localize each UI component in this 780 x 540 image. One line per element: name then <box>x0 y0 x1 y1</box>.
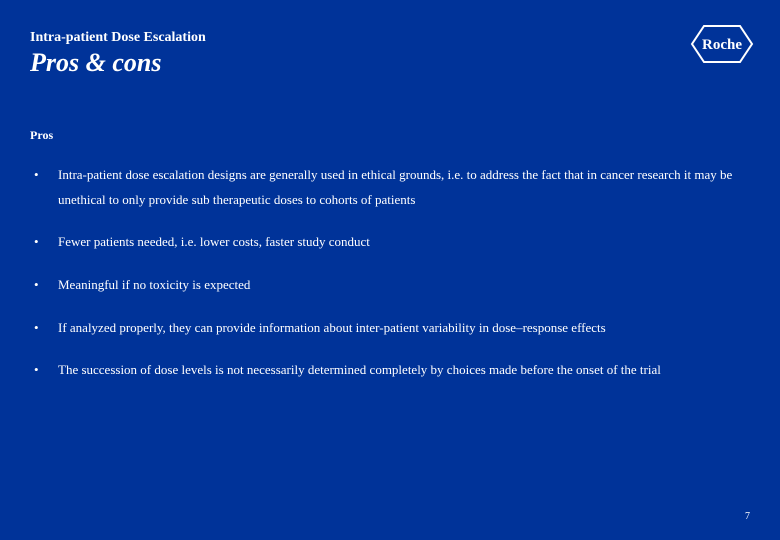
list-item: Meaningful if no toxicity is expected <box>30 273 750 298</box>
list-item: The succession of dose levels is not nec… <box>30 358 750 383</box>
bullet-list: Intra-patient dose escalation designs ar… <box>30 163 750 383</box>
page-title: Pros & cons <box>30 48 690 78</box>
list-item: If analyzed properly, they can provide i… <box>30 316 750 341</box>
logo-text: Roche <box>702 37 742 53</box>
list-item: Intra-patient dose escalation designs ar… <box>30 163 750 212</box>
page-number: 7 <box>745 511 750 522</box>
header: Intra-patient Dose Escalation Pros & con… <box>30 30 750 78</box>
pretitle: Intra-patient Dose Escalation <box>30 30 690 46</box>
logo: Roche <box>690 24 754 69</box>
title-block: Intra-patient Dose Escalation Pros & con… <box>30 30 690 78</box>
section-label-pros: Pros <box>30 128 750 143</box>
roche-logo-icon: Roche <box>690 24 754 64</box>
list-item: Fewer patients needed, i.e. lower costs,… <box>30 230 750 255</box>
